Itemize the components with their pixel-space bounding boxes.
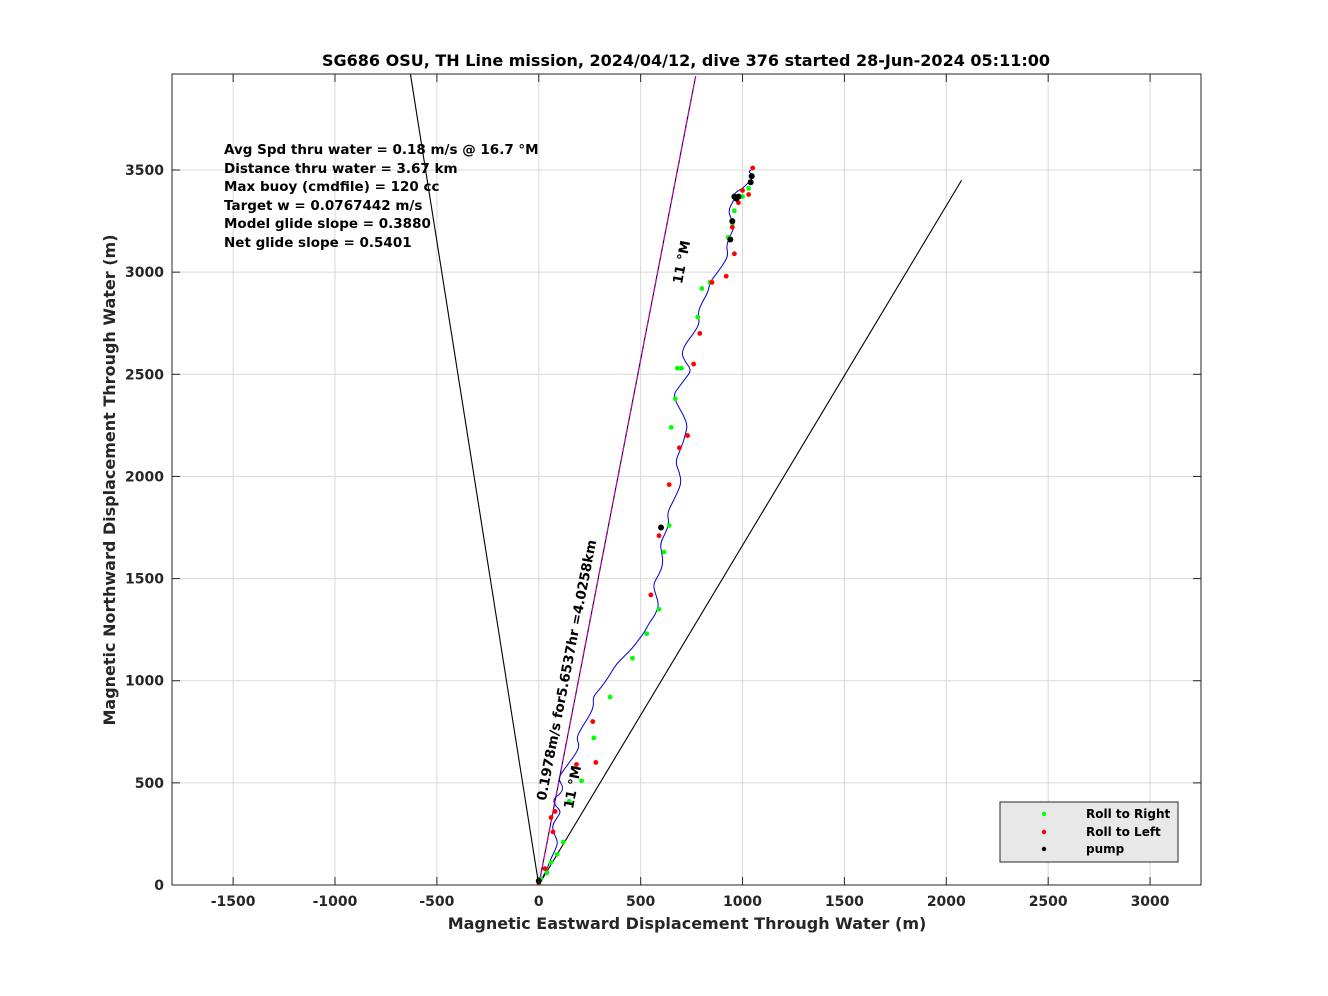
marker-roll-to-right (668, 425, 674, 430)
stats-distance: Distance thru water = 3.67 km (224, 161, 458, 177)
marker-roll-to-right (661, 549, 667, 555)
marker-roll-to-right (674, 365, 680, 371)
y-tick-label: 2000 (125, 469, 164, 485)
x-tick-label: -1500 (211, 894, 256, 910)
legend-marker-roll-left (1041, 829, 1047, 835)
stats-avg-speed: Avg Spd thru water = 0.18 m/s @ 16.7 °M (224, 142, 539, 158)
marker-roll-to-right (630, 655, 635, 661)
reference-lines (409, 73, 963, 886)
marker-roll-to-right (666, 523, 672, 528)
x-tick-label: 1000 (723, 894, 762, 910)
marker-roll-to-left (740, 188, 745, 193)
marker-roll-to-right (699, 286, 705, 291)
stats-max-buoy: Max buoy (cmdfile) = 120 cc (224, 179, 439, 195)
reference-line-right-bound (538, 179, 963, 886)
marker-roll-to-left (574, 762, 579, 767)
legend: Roll to Right Roll to Left pump (999, 801, 1179, 863)
y-tick-label: 500 (135, 776, 164, 792)
marker-roll-to-right (731, 208, 737, 214)
x-tick-label: 1500 (825, 894, 864, 910)
stats-target-w: Target w = 0.0767442 m/s (224, 198, 422, 214)
y-axis-label: Magnetic Northward Displacement Through … (100, 234, 119, 725)
marker-roll-to-right (746, 185, 752, 191)
marker-roll-to-left (550, 829, 556, 835)
y-tick-label: 3500 (125, 163, 164, 179)
marker-roll-to-right (548, 860, 554, 865)
y-tick-label: 2500 (125, 367, 164, 383)
y-tick-label: 1500 (125, 572, 164, 588)
legend-label-pump: pump (1086, 842, 1125, 856)
x-tick-label: 2500 (1029, 894, 1068, 910)
x-tick-label: 3000 (1131, 894, 1170, 910)
marker-roll-to-left (746, 192, 752, 197)
y-tick-label: 1000 (125, 674, 164, 690)
marker-roll-to-left (729, 224, 735, 230)
marker-roll-to-left (590, 719, 596, 724)
reference-line-left-bound (409, 73, 540, 886)
marker-roll-to-left (685, 433, 690, 438)
legend-label-roll-right: Roll to Right (1086, 807, 1171, 821)
marker-roll-to-right (672, 396, 678, 402)
marker-roll-to-right (607, 694, 613, 700)
marker-roll-to-right (740, 194, 745, 199)
marker-roll-to-left (542, 866, 548, 872)
marker-roll-to-right (644, 631, 650, 637)
ticks: -1500 -1000 -500 0 500 1000 1500 2000 2500 3000 0 5… (125, 74, 1201, 910)
plot-area-frame (171, 73, 1202, 886)
marker-pump (658, 524, 665, 531)
track-layer (538, 167, 755, 886)
marker-roll-to-left (731, 251, 737, 257)
legend-box (999, 801, 1179, 863)
marker-roll-to-right (695, 314, 701, 320)
marker-roll-to-left (736, 200, 741, 206)
marker-pump (748, 173, 755, 180)
x-tick-label: 0 (534, 894, 544, 910)
y-tick-label: 0 (154, 878, 164, 894)
marker-roll-to-left (697, 331, 703, 336)
marker-roll-to-left (676, 445, 682, 451)
y-tick-label: 3000 (125, 265, 164, 281)
marker-roll-to-right (679, 365, 684, 371)
marker-roll-to-right (560, 839, 566, 845)
chart-title: SG686 OSU, TH Line mission, 2024/04/12, … (322, 51, 1050, 70)
x-tick-label: -1000 (313, 894, 358, 910)
marker-roll-to-left (552, 809, 558, 814)
legend-label-roll-left: Roll to Left (1086, 825, 1161, 839)
marker-roll-to-left (750, 165, 756, 171)
marker-layer (535, 165, 756, 886)
legend-marker-roll-right (1041, 811, 1047, 817)
marker-roll-to-left (691, 361, 697, 367)
marker-roll-to-left (593, 760, 599, 765)
x-tick-label: -500 (419, 894, 454, 910)
marker-pump (727, 236, 734, 243)
marker-pump (735, 193, 742, 200)
marker-pump (747, 179, 754, 186)
marker-roll-to-right (566, 798, 572, 804)
x-tick-label: 2000 (927, 894, 966, 910)
series-line-track (538, 167, 755, 886)
marker-roll-to-right (544, 870, 550, 876)
marker-roll-to-left (709, 279, 715, 285)
x-tick-label: 500 (626, 894, 655, 910)
stats-net-glide-slope: Net glide slope = 0.5401 (224, 235, 412, 251)
stats-model-glide-slope: Model glide slope = 0.3880 (224, 216, 431, 232)
marker-roll-to-left (656, 533, 662, 539)
x-axis-label: Magnetic Eastward Displacement Through W… (448, 914, 927, 933)
marker-roll-to-right (656, 606, 662, 612)
legend-marker-pump (1041, 846, 1047, 852)
marker-roll-to-right (579, 778, 584, 784)
stats-block: Avg Spd thru water = 0.18 m/s @ 16.7 °M … (224, 142, 539, 251)
marker-roll-to-left (723, 273, 729, 279)
reference-line-heading-target (538, 75, 697, 886)
marker-roll-to-right (554, 851, 560, 857)
marker-pump (729, 218, 736, 225)
marker-roll-to-left (666, 482, 672, 488)
marker-roll-to-left (548, 815, 554, 820)
marker-roll-to-right (591, 735, 597, 741)
marker-roll-to-left (648, 592, 654, 598)
